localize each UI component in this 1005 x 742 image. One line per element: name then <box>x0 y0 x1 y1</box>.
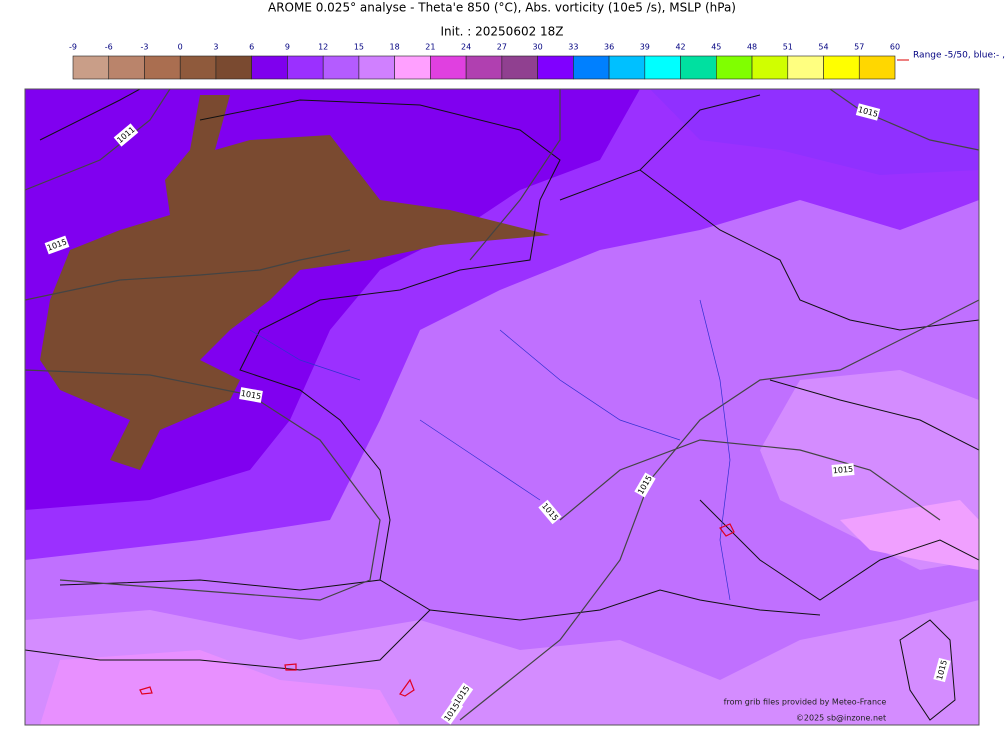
credit-source: from grib files provided by Meteo-France <box>724 698 887 707</box>
colorbar-box <box>144 55 181 80</box>
colorbar-tick-label: 24 <box>461 43 471 52</box>
map <box>24 88 980 726</box>
colorbar-box <box>287 55 324 80</box>
colorbar-box <box>430 55 467 80</box>
colorbar-tick-label: 45 <box>711 43 721 52</box>
colorbar-box <box>537 55 574 80</box>
title: AROME 0.025° analyse - Theta'e 850 (°C),… <box>268 1 736 15</box>
colorbar-tick-label: 57 <box>854 43 864 52</box>
colorbar-box <box>716 55 753 80</box>
colorbar-tick-label: 6 <box>249 43 254 52</box>
colorbar-tick-label: 60 <box>890 43 900 52</box>
colorbar-tick-label: 3 <box>213 43 218 52</box>
colorbar-tick-label: 33 <box>568 43 578 52</box>
colorbar-tick-label: -3 <box>140 43 148 52</box>
colorbar-box <box>358 55 395 80</box>
colorbar-tick-label: 21 <box>425 43 435 52</box>
colorbar-box <box>465 55 503 80</box>
colorbar-tick-label: 9 <box>285 43 290 52</box>
colorbar-box <box>108 55 145 80</box>
colorbar-tick-label: 51 <box>783 43 793 52</box>
colorbar-box <box>787 55 824 80</box>
colorbar-tick-label: 30 <box>533 43 543 52</box>
colorbar-tick-label: 12 <box>318 43 328 52</box>
colorbar-tick-label: 48 <box>747 43 757 52</box>
colorbar-box <box>608 55 646 80</box>
credit-copyright: ©2025 sb@inzone.net <box>796 714 886 723</box>
isobar-label: 1015 <box>832 465 853 476</box>
colorbar-box <box>179 55 217 80</box>
colorbar-box <box>394 55 431 80</box>
colorbar-box <box>215 55 252 80</box>
init-time: Init. : 20250602 18Z <box>440 25 563 39</box>
colorbar-box <box>501 55 538 80</box>
colorbar-tick-label: 27 <box>497 43 507 52</box>
colorbar-box <box>858 55 896 80</box>
colorbar-tick-label: 54 <box>818 43 828 52</box>
colorbar-tick-label: 39 <box>640 43 650 52</box>
colorbar: -9 -6 -3 0 3 6 9 12 15 18 21 24 27 30 33 36 39 42 45 48 51 54… <box>69 43 900 80</box>
colorbar-box <box>644 55 681 80</box>
colorbar-tick-label: 0 <box>178 43 183 52</box>
colorbar-tick-label: 42 <box>675 43 685 52</box>
colorbar-tick-label: -6 <box>105 43 113 52</box>
colorbar-box <box>251 55 288 80</box>
range-note: Range -5/50, blue:- , r <box>913 51 1005 61</box>
colorbar-tick-label: -9 <box>69 43 77 52</box>
colorbar-box <box>751 55 789 80</box>
colorbar-box <box>72 55 110 80</box>
colorbar-box <box>823 55 860 80</box>
colorbar-box <box>322 55 360 80</box>
colorbar-tick-label: 18 <box>390 43 400 52</box>
colorbar-tick-label: 15 <box>354 43 364 52</box>
colorbar-tick-label: 36 <box>604 43 614 52</box>
colorbar-box <box>573 55 610 80</box>
isobar-label: 1015 <box>240 389 262 401</box>
colorbar-box <box>680 55 717 80</box>
